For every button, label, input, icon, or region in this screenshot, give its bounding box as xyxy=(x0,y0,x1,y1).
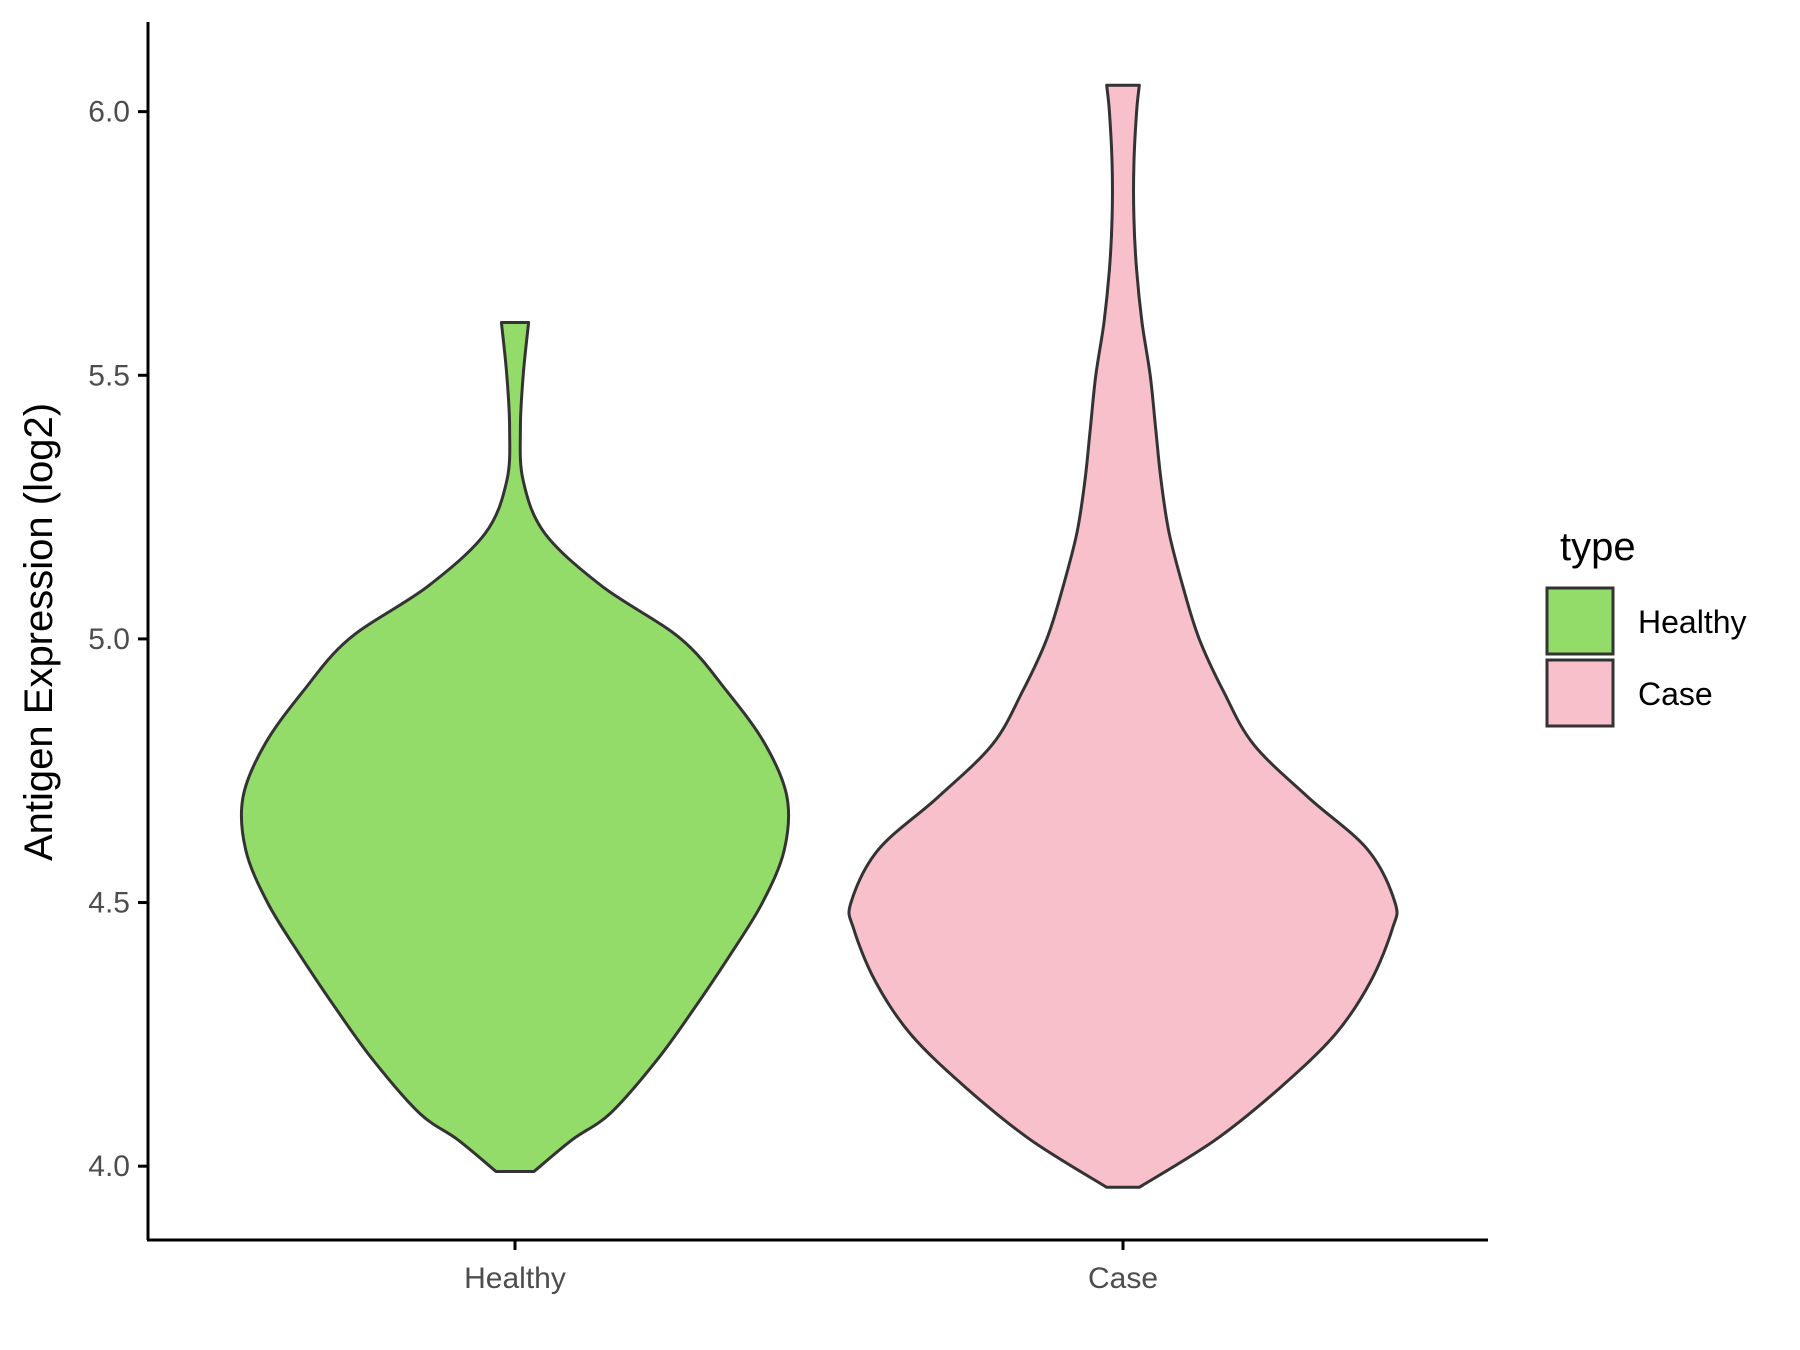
y-tick-label: 5.5 xyxy=(88,359,130,392)
violin-case xyxy=(847,83,1399,1189)
y-axis-title: Antigen Expression (log2) xyxy=(17,403,61,861)
x-ticks: Healthy Case xyxy=(464,1240,1158,1295)
legend-key-case xyxy=(1545,658,1615,728)
legend-label-case: Case xyxy=(1638,676,1713,712)
violin-layer xyxy=(239,83,1399,1189)
x-tick-label: Healthy xyxy=(464,1262,566,1295)
legend: type Healthy Case xyxy=(1545,525,1747,728)
legend-key-healthy xyxy=(1545,586,1615,656)
y-tick-label: 6.0 xyxy=(88,96,130,129)
legend-title: type xyxy=(1560,525,1636,569)
y-tick-label: 5.0 xyxy=(88,623,130,656)
violin-healthy xyxy=(239,321,791,1173)
legend-label-healthy: Healthy xyxy=(1638,604,1747,640)
legend-entries: Healthy Case xyxy=(1545,586,1747,728)
y-ticks: 4.0 4.5 5.0 5.5 6.0 xyxy=(88,96,148,1183)
y-tick-label: 4.0 xyxy=(88,1150,130,1183)
x-tick-label: Case xyxy=(1088,1262,1158,1295)
y-tick-label: 4.5 xyxy=(88,887,130,920)
axes: 4.0 4.5 5.0 5.5 6.0 Healthy Case xyxy=(88,22,1488,1295)
